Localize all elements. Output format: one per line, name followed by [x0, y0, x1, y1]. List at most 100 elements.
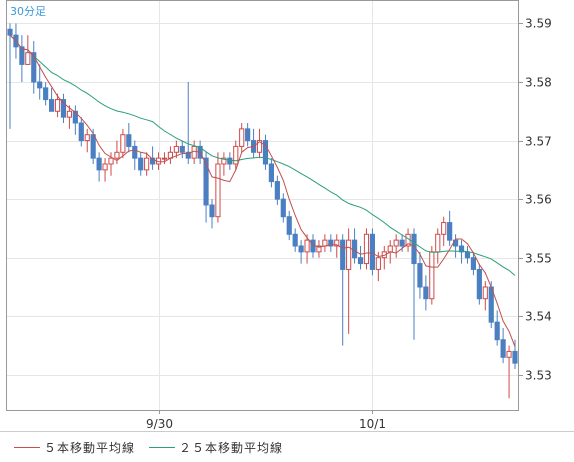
candle-up	[393, 239, 399, 247]
candle-down	[500, 339, 506, 358]
ma25-line	[9, 34, 516, 276]
candle-down	[268, 163, 274, 183]
candle-up	[322, 239, 328, 247]
candle-down	[340, 239, 346, 270]
y-tick-label: 3.53	[525, 369, 552, 383]
candle-down	[470, 257, 476, 270]
candle-up	[429, 251, 435, 300]
y-tick-label: 3.54	[525, 310, 552, 324]
candle-down	[512, 350, 518, 364]
moving-average-lines	[9, 34, 516, 347]
candle-down	[423, 286, 429, 300]
candle-up	[66, 110, 72, 118]
legend-item-ma5: ５本移動平均線	[14, 439, 135, 456]
candle-down	[286, 216, 292, 235]
candle-up	[239, 128, 245, 147]
candle-up	[316, 245, 322, 253]
candle-down	[328, 239, 334, 247]
y-tick-label: 3.56	[525, 193, 552, 207]
candles	[7, 23, 518, 399]
candle-down	[132, 145, 138, 159]
candle-down	[126, 134, 132, 147]
candle-down	[399, 239, 405, 247]
candle-down	[90, 134, 96, 159]
candle-down	[72, 110, 78, 124]
legend: ５本移動平均線 ２５本移動平均線	[14, 438, 297, 456]
candle-up	[144, 157, 150, 171]
y-axis-ticks: 3.59 3.58 3.57 3.56 3.55 3.54 3.53	[519, 17, 552, 383]
x-axis-ticks: 9/30 10/1	[146, 410, 386, 431]
candle-up	[375, 257, 381, 270]
candle-down	[37, 81, 43, 89]
candle-down	[411, 233, 417, 265]
candle-down	[245, 128, 251, 142]
candle-down	[476, 268, 482, 300]
candle-up	[482, 286, 488, 300]
candle-up	[304, 239, 310, 253]
candle-up	[161, 157, 168, 160]
interval-label: 30分足	[10, 5, 46, 18]
x-tick-label: 9/30	[146, 417, 173, 431]
candle-down	[464, 251, 471, 259]
legend-item-ma25: ２５本移動平均線	[149, 439, 283, 456]
candle-up	[102, 163, 108, 171]
candle-up	[114, 151, 120, 159]
candle-down	[369, 233, 375, 270]
candle-down	[60, 99, 67, 118]
ma5-line	[9, 34, 516, 347]
plot-area	[6, 0, 519, 410]
candle-up	[54, 99, 61, 112]
candle-up	[381, 251, 387, 259]
candle-down	[274, 181, 280, 200]
candle-down	[417, 263, 423, 288]
candle-up	[233, 145, 239, 165]
candle-down	[150, 157, 156, 165]
candle-down	[262, 140, 269, 165]
candle-down	[96, 157, 102, 171]
candle-up	[221, 157, 227, 165]
candle-down	[227, 157, 233, 165]
candle-up	[173, 145, 179, 153]
candle-up	[84, 134, 90, 142]
candle-down	[138, 157, 144, 171]
y-tick-label: 3.57	[525, 135, 552, 149]
candle-up	[108, 157, 114, 165]
candle-up	[387, 245, 393, 253]
candle-up	[363, 233, 370, 265]
candle-up	[256, 140, 263, 153]
candle-up	[334, 239, 340, 247]
y-tick-label: 3.59	[525, 17, 552, 31]
candle-up	[120, 134, 126, 153]
candle-up	[435, 233, 441, 253]
candle-down	[19, 46, 25, 65]
legend-swatch-ma5	[14, 446, 40, 448]
candle-down	[494, 321, 500, 341]
plot-border	[6, 0, 519, 411]
candle-down	[310, 239, 316, 253]
candle-down	[43, 87, 49, 101]
candle-down	[78, 122, 84, 142]
y-tick-label: 3.58	[525, 76, 552, 90]
candle-up	[25, 52, 31, 65]
candle-down	[185, 151, 191, 159]
legend-label-ma25: ２５本移動平均線	[179, 440, 284, 455]
candle-up	[441, 222, 447, 235]
candle-up	[191, 145, 197, 159]
candle-down	[357, 257, 364, 265]
candle-down	[209, 204, 215, 218]
candle-down	[280, 198, 286, 218]
candle-down	[447, 222, 453, 241]
x-tick-label: 10/1	[359, 417, 386, 431]
y-tick-label: 3.55	[525, 252, 552, 266]
candle-down	[352, 239, 358, 259]
candle-down	[458, 245, 465, 253]
candle-down	[298, 245, 304, 253]
candle-up	[346, 239, 352, 270]
legend-label-ma5: ５本移動平均線	[44, 440, 136, 455]
candle-down	[203, 157, 209, 206]
legend-swatch-ma25	[149, 446, 176, 448]
candle-down	[7, 28, 13, 36]
candle-down	[179, 145, 185, 153]
candle-up	[215, 163, 221, 218]
